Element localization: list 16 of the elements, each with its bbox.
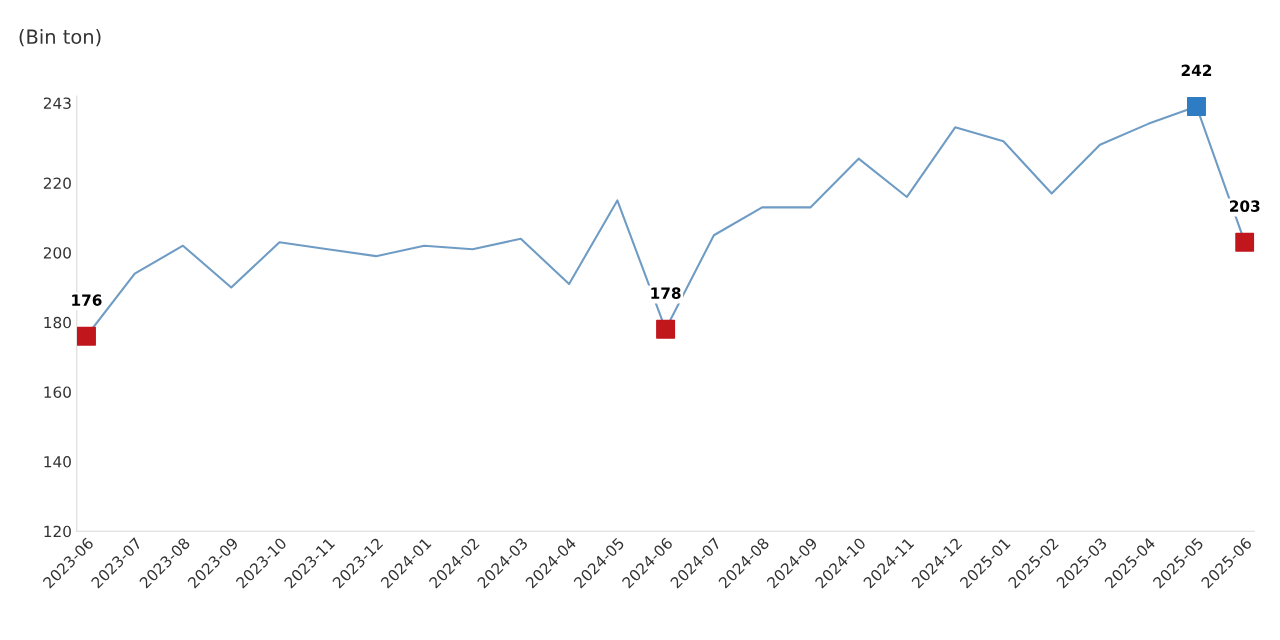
y-tick-label: 220 [43, 177, 71, 190]
point [656, 319, 676, 339]
y-tick-label: 140 [44, 456, 71, 468]
y-tick-label: 243 [43, 97, 71, 109]
y-tick-label: 180 [44, 316, 71, 329]
data-label: 176 [72, 294, 102, 306]
point [1235, 232, 1255, 252]
point [76, 326, 96, 346]
y-tick-label: 200 [43, 247, 71, 259]
point [1187, 96, 1206, 116]
y-tick-label: 120 [44, 525, 71, 538]
y-axis-title: (Bin ton) [19, 29, 101, 47]
data-label: 203 [1230, 200, 1260, 212]
data-label: 242 [1181, 64, 1212, 76]
y-tick-label: 160 [44, 386, 71, 398]
data-label: 178 [651, 287, 681, 299]
